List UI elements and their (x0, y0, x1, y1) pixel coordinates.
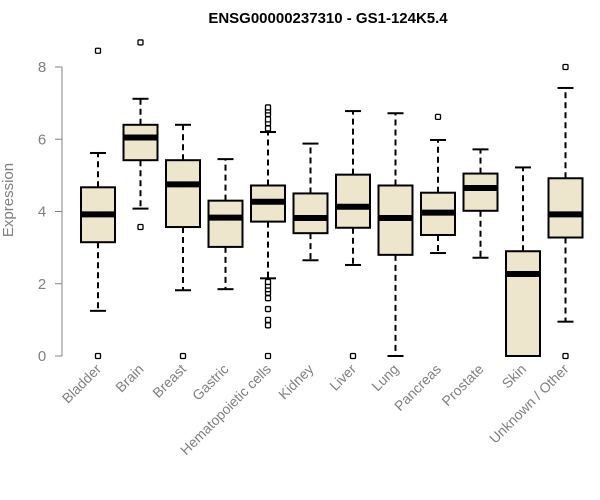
box-unknown-other (547, 63, 584, 360)
y-tick-label: 6 (38, 131, 46, 148)
outlier-point (434, 113, 442, 121)
iqr-box (505, 250, 541, 357)
outlier-point (137, 223, 144, 231)
box-prostate (462, 148, 499, 259)
x-tick-label: Unknown / Other (486, 361, 572, 447)
outlier-point (179, 352, 187, 360)
iqr-box (292, 192, 329, 235)
box-brain (122, 39, 159, 231)
y-axis-label: Expression (0, 163, 17, 237)
outlier-point (94, 352, 102, 360)
iqr-box (335, 173, 371, 229)
x-tick-label: Lung (368, 361, 401, 394)
outlier-point (562, 352, 569, 360)
x-tick-label: Prostate (438, 361, 486, 409)
box-breast (165, 123, 201, 360)
outlier-point (264, 295, 272, 302)
iqr-box (165, 159, 201, 229)
outlier-point (264, 278, 272, 286)
outlier-point (264, 352, 272, 360)
box-bladder (80, 47, 116, 360)
box-gastric (207, 158, 244, 291)
outlier-point (264, 322, 272, 329)
box-kidney (292, 142, 329, 262)
box-hematopoietic-cells (250, 104, 286, 360)
outlier-point (562, 63, 569, 71)
iqr-box (207, 199, 244, 248)
outlier-point (264, 125, 272, 132)
outlier-point (264, 316, 272, 324)
x-tick-label: Skin (499, 361, 530, 392)
x-tick-label: Brain (112, 361, 146, 395)
outlier-point (264, 116, 272, 123)
chart-title: ENSG00000237310 - GS1-124K5.4 (208, 10, 448, 27)
y-tick-label: 4 (38, 204, 46, 221)
outlier-point (264, 104, 272, 111)
x-tick-label: Pancreas (391, 361, 444, 414)
box-liver (335, 110, 371, 360)
box-skin (505, 166, 541, 357)
iqr-box (462, 172, 499, 212)
iqr-box (122, 123, 159, 162)
y-axis: 0 2 4 6 8 (38, 59, 63, 365)
boxes-group (80, 39, 584, 360)
outlier-point (264, 305, 272, 313)
outlier-point (349, 352, 357, 360)
x-tick-label: Bladder (59, 361, 105, 407)
box-pancreas (420, 113, 456, 255)
y-tick-label: 0 (38, 348, 46, 365)
x-tick-label: Liver (326, 361, 359, 394)
y-tick-label: 2 (38, 276, 46, 293)
x-tick-label: Kidney (275, 361, 317, 403)
box-lung (377, 112, 414, 357)
iqr-box (547, 177, 584, 239)
y-tick-label: 8 (38, 59, 46, 76)
outlier-point (137, 39, 144, 46)
x-tick-label: Breast (149, 361, 189, 401)
outlier-point (94, 47, 102, 54)
